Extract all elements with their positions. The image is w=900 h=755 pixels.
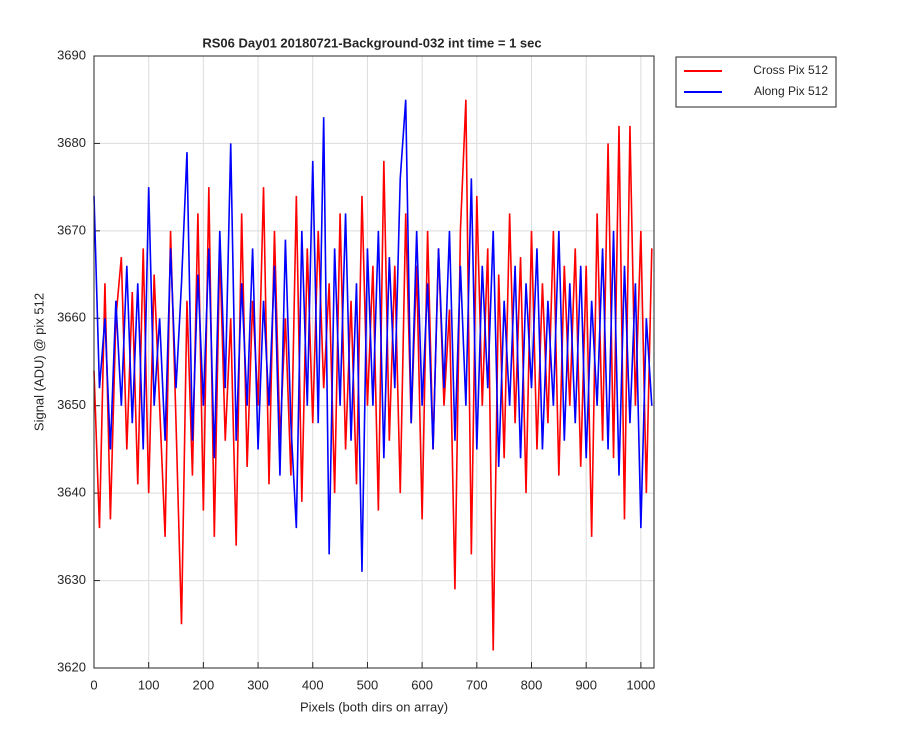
legend-box — [675, 56, 837, 108]
y-tick-label: 3620 — [57, 659, 86, 674]
y-tick-label: 3660 — [57, 310, 86, 325]
y-tick-label: 3690 — [57, 47, 86, 62]
series-line — [93, 99, 653, 572]
x-tick-label: 0 — [90, 677, 97, 692]
x-tick-label: 700 — [466, 677, 488, 692]
axes-box — [93, 55, 655, 669]
y-tick-label: 3630 — [57, 572, 86, 587]
x-tick-label: 800 — [521, 677, 543, 692]
x-tick-label: 300 — [247, 677, 269, 692]
y-tick-label: 3680 — [57, 135, 86, 150]
legend-label: Cross Pix 512 — [753, 63, 828, 77]
x-tick-label: 600 — [411, 677, 433, 692]
legend-label: Along Pix 512 — [754, 84, 828, 98]
x-tick-label: 100 — [138, 677, 160, 692]
x-axis-label: Pixels (both dirs on array) — [300, 699, 448, 714]
series-line — [93, 99, 653, 651]
x-tick-label: 1000 — [626, 677, 655, 692]
y-tick-label: 3650 — [57, 397, 86, 412]
x-tick-label: 200 — [193, 677, 215, 692]
chart-title: RS06 Day01 20180721-Background-032 int t… — [202, 35, 541, 50]
y-axis-label: Signal (ADU) @ pix 512 — [31, 293, 46, 431]
x-tick-label: 500 — [357, 677, 379, 692]
x-tick-label: 900 — [575, 677, 597, 692]
x-tick-label: 400 — [302, 677, 324, 692]
y-tick-label: 3640 — [57, 485, 86, 500]
y-tick-label: 3670 — [57, 222, 86, 237]
